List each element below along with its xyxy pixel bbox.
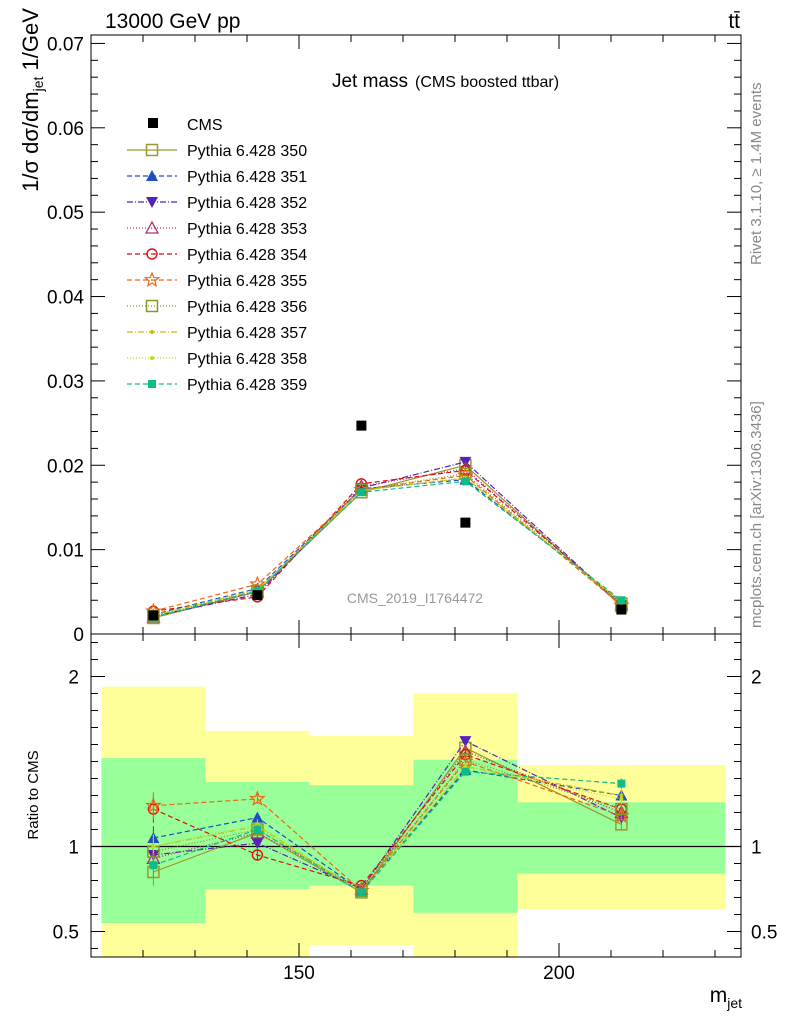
ratio-tick-label-right: 1 xyxy=(751,838,762,859)
legend-marker-cms xyxy=(148,118,158,128)
ratio-panel: 150 200 0.5 0.5 1 1 2 2 xyxy=(53,633,777,984)
cms-data-point xyxy=(148,610,159,621)
legend-label: Pythia 6.428 350 xyxy=(187,143,307,160)
process-label: tt̄ xyxy=(728,10,740,33)
legend-label: Pythia 6.428 353 xyxy=(187,221,307,238)
mcplots-label: mcplots.cern.ch [arXiv:1306.3436] xyxy=(748,401,765,628)
series-359-point xyxy=(461,477,470,486)
series-351-ratio-point xyxy=(251,811,264,823)
x-tick-label: 200 xyxy=(543,963,575,984)
series-359-point xyxy=(617,596,626,605)
series-352-ratio-line xyxy=(153,740,622,890)
legend-label: Pythia 6.428 359 xyxy=(187,377,307,394)
y-tick-label: 0.03 xyxy=(47,372,84,393)
analysis-watermark: CMS_2019_I1764472 xyxy=(347,590,483,606)
ratio-tick-label-left: 1 xyxy=(68,838,79,859)
series-353-line xyxy=(153,468,622,618)
series-359-ratio-point xyxy=(357,888,366,897)
series-358-ratio-point xyxy=(463,764,468,769)
legend-marker xyxy=(143,271,161,288)
cms-data xyxy=(148,420,627,621)
legend-label: Pythia 6.428 355 xyxy=(187,273,307,290)
legend-marker xyxy=(145,143,159,157)
y-tick-label: 0.06 xyxy=(47,119,84,140)
legend-marker xyxy=(146,248,158,260)
series-358-ratio-point xyxy=(619,796,624,801)
cms-data-point xyxy=(616,604,627,615)
cms-data-point xyxy=(356,420,367,431)
legend: CMS Pythia 6.428 350 Pythia 6.428 351 Pythi… xyxy=(127,117,307,394)
legend-label: Pythia 6.428 357 xyxy=(187,325,307,342)
legend-label: Pythia 6.428 358 xyxy=(187,351,307,368)
legend-label: CMS xyxy=(187,117,223,134)
series-359-ratio-point xyxy=(617,779,626,788)
series-352-ratio-point xyxy=(459,736,472,748)
series-352-ratio-point xyxy=(251,838,264,850)
main-panel: 0 0.01 0.02 0.03 0.04 0.05 0.06 0.07 CMS Pythia 6… xyxy=(47,34,742,646)
legend-label: Pythia 6.428 354 xyxy=(187,247,307,264)
series-359-ratio-point xyxy=(149,861,158,870)
energy-label: 13000 GeV pp xyxy=(105,10,240,33)
band-green-3 xyxy=(413,759,518,913)
y-tick-label: 0.07 xyxy=(47,34,84,55)
legend-marker xyxy=(150,356,154,360)
legend-label: Pythia 6.428 351 xyxy=(187,169,307,186)
legend-marker xyxy=(145,299,159,313)
series-355-ratio-point xyxy=(249,790,266,806)
series-354-ratio-point xyxy=(251,849,264,861)
y-axis-label-frac1: 1/σ dσ/dm xyxy=(18,91,43,192)
band-green-2 xyxy=(309,785,414,886)
legend-marker xyxy=(150,330,154,334)
legend-marker xyxy=(148,380,156,388)
series-359-point xyxy=(357,488,366,497)
y-tick-label: 0.05 xyxy=(47,203,84,224)
x-axis-label-sub: jet xyxy=(726,995,742,1011)
ratio-y-label-group: Ratio to CMS xyxy=(25,750,42,839)
series-357-line xyxy=(153,477,622,617)
chart-subtitle: (CMS boosted ttbar) xyxy=(415,74,559,91)
rivet-label-group: Rivet 3.1.10, ≥ 1.4M events xyxy=(748,83,765,266)
ratio-y-axis-label: Ratio to CMS xyxy=(25,750,42,839)
series-354-ratio-line xyxy=(153,753,622,887)
mcplots-label-group: mcplots.cern.ch [arXiv:1306.3436] xyxy=(748,401,765,628)
y-axis-label: 1/σ dσ/dmjet 1/GeV xyxy=(18,8,46,192)
series-359-ratio-point xyxy=(461,767,470,776)
cms-data-point xyxy=(460,517,471,528)
series-355-ratio-point xyxy=(145,797,162,813)
rivet-label: Rivet 3.1.10, ≥ 1.4M events xyxy=(748,83,765,266)
chart-title: Jet mass xyxy=(332,71,408,92)
x-tick-label: 150 xyxy=(283,963,315,984)
series-359-ratio-point xyxy=(253,825,262,834)
ratio-tick-label-right: 2 xyxy=(751,668,762,689)
legend-label: Pythia 6.428 352 xyxy=(187,195,307,212)
y-tick-label: 0 xyxy=(73,625,84,646)
y-tick-label: 0.04 xyxy=(47,288,84,309)
y-tick-label: 0.02 xyxy=(47,456,84,477)
x-axis-label: mjet xyxy=(710,984,742,1011)
legend-marker xyxy=(146,170,158,181)
x-axis-label-main: m xyxy=(710,984,728,1007)
y-axis-label-text: 1/σ dσ/dmjet 1/GeV xyxy=(18,8,46,192)
y-axis-label-sub: jet xyxy=(30,76,46,92)
legend-label: Pythia 6.428 356 xyxy=(187,299,307,316)
series-358-ratio-point xyxy=(151,844,156,849)
ratio-tick-label-right: 0.5 xyxy=(751,923,777,944)
ratio-tick-label-left: 2 xyxy=(68,668,79,689)
y-axis-label-frac2: 1/GeV xyxy=(18,8,43,77)
legend-marker xyxy=(144,220,160,234)
series-359-ratio xyxy=(149,767,626,897)
legend-marker xyxy=(146,197,158,208)
series-359-ratio-line xyxy=(153,771,622,894)
ratio-tick-label-left: 0.5 xyxy=(53,923,79,944)
cms-data-point xyxy=(252,590,263,601)
y-tick-label: 0.01 xyxy=(47,541,84,562)
